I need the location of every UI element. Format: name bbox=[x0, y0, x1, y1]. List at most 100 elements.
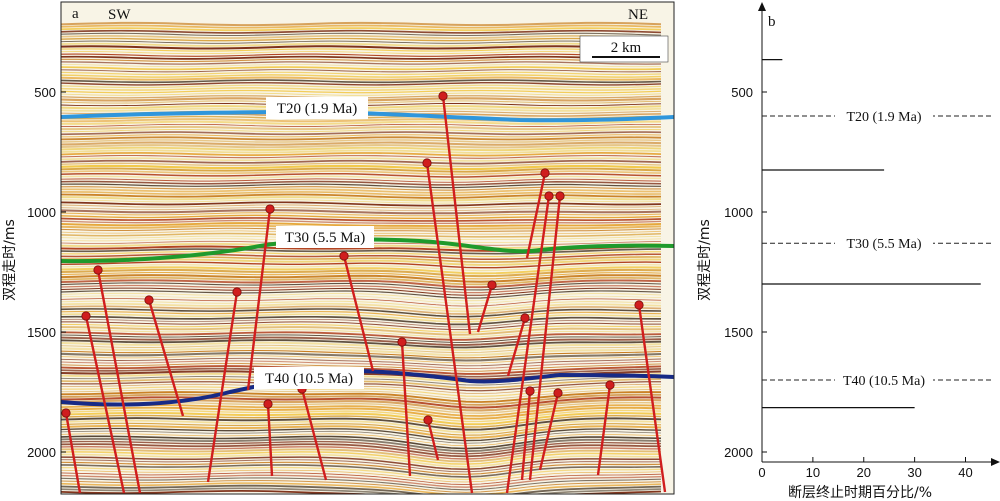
reflector bbox=[61, 45, 662, 50]
reflector bbox=[61, 292, 662, 302]
reflector bbox=[61, 406, 662, 420]
reflector bbox=[61, 349, 662, 359]
reflector bbox=[61, 437, 662, 453]
reflector bbox=[61, 474, 662, 488]
reflector bbox=[61, 51, 662, 55]
fault-tip-marker bbox=[634, 300, 644, 310]
reflector bbox=[61, 164, 662, 171]
a-y-tick: 500 bbox=[34, 85, 56, 100]
reflector bbox=[61, 149, 662, 154]
reflector bbox=[61, 37, 662, 42]
reflector bbox=[61, 154, 662, 159]
reflector bbox=[61, 74, 662, 78]
reflector bbox=[61, 81, 662, 86]
reflector bbox=[61, 253, 661, 261]
reflector bbox=[61, 40, 662, 44]
fault-tip-marker bbox=[605, 380, 615, 390]
b-y-ticks: 500 1000 1500 2000 bbox=[724, 85, 767, 460]
reflector bbox=[61, 141, 662, 146]
fault-line bbox=[425, 162, 474, 494]
reflector bbox=[61, 178, 662, 183]
reflector bbox=[61, 42, 662, 47]
reflector bbox=[61, 58, 662, 63]
reflector bbox=[61, 170, 662, 176]
reflector bbox=[61, 146, 662, 152]
horizon-lines bbox=[61, 109, 674, 407]
reflector bbox=[61, 66, 662, 71]
reflector bbox=[61, 87, 662, 91]
reflector bbox=[61, 212, 662, 217]
reflector bbox=[61, 487, 662, 494]
fault-tip-marker bbox=[232, 287, 242, 297]
reflector bbox=[61, 207, 662, 212]
seismic-section: 2 km a SW NE T20 (1.9 Ma) T30 (5.5 Ma) T… bbox=[2, 1, 675, 495]
reflector bbox=[61, 326, 662, 336]
fault-tip-marker bbox=[555, 191, 565, 201]
horizon-t20 bbox=[61, 109, 674, 123]
panel-a-label: a bbox=[72, 6, 79, 22]
reflector bbox=[61, 251, 662, 258]
reflector bbox=[61, 466, 662, 481]
horizon-label-t30: T30 (5.5 Ma) bbox=[276, 226, 374, 248]
reflector bbox=[61, 136, 662, 141]
b-y-tick-label: 500 bbox=[731, 85, 753, 100]
reflector bbox=[61, 469, 662, 483]
fault-line bbox=[206, 291, 239, 483]
reflector bbox=[61, 172, 662, 178]
reflector bbox=[61, 393, 662, 406]
fault-line bbox=[506, 317, 527, 377]
reflector bbox=[61, 440, 662, 455]
reflector bbox=[61, 125, 662, 131]
fault-line bbox=[147, 299, 185, 417]
reflector bbox=[61, 186, 661, 191]
fault-termination-chart: b 500 1000 1500 2000 0 10 20 30 40 T20 (1.9 Ma)… bbox=[697, 2, 1000, 501]
fault-tip-marker bbox=[265, 204, 275, 214]
b-x-axis-arrow bbox=[991, 458, 1000, 466]
reflector bbox=[61, 71, 662, 76]
b-y-tick-label: 2000 bbox=[724, 445, 753, 460]
horizon-label-t40: T40 (10.5 Ma) bbox=[254, 367, 364, 389]
reflector bbox=[61, 131, 662, 136]
reflector bbox=[61, 199, 662, 204]
reflector bbox=[61, 302, 662, 313]
a-y-tick: 1000 bbox=[27, 205, 56, 220]
reflector bbox=[61, 123, 661, 127]
reflector bbox=[61, 89, 662, 94]
reflector bbox=[61, 357, 662, 367]
svg-text:T20 (1.9 Ma): T20 (1.9 Ma) bbox=[277, 101, 357, 117]
reflector bbox=[61, 79, 662, 84]
b-reference-lines: T20 (1.9 Ma) T30 (5.5 Ma) T40 (10.5 Ma) bbox=[762, 107, 994, 389]
reflector bbox=[61, 214, 662, 220]
ne-direction-label: NE bbox=[628, 7, 648, 23]
reflector bbox=[61, 264, 662, 272]
reflector bbox=[61, 448, 662, 463]
b-reference-label: T30 (5.5 Ma) bbox=[846, 237, 921, 252]
reflector bbox=[61, 477, 662, 491]
reflector bbox=[61, 290, 662, 299]
fault-tip-marker bbox=[540, 168, 550, 178]
fault-line bbox=[528, 195, 562, 481]
reflector bbox=[61, 396, 662, 409]
reflector bbox=[61, 459, 662, 473]
reflector bbox=[61, 490, 662, 494]
reflector bbox=[61, 162, 662, 167]
b-y-axis-arrow bbox=[758, 2, 766, 11]
reflector bbox=[61, 414, 662, 428]
reflector bbox=[61, 282, 662, 291]
b-reference-label: T40 (10.5 Ma) bbox=[843, 374, 925, 389]
reflector bbox=[61, 55, 661, 60]
horizon-label-t20: T20 (1.9 Ma) bbox=[266, 97, 368, 119]
reflector bbox=[61, 310, 662, 320]
reflector bbox=[61, 129, 662, 133]
fault-line bbox=[300, 388, 328, 481]
reflector bbox=[61, 144, 662, 149]
b-x-tick-label: 10 bbox=[806, 465, 820, 480]
b-reference-label-bg bbox=[835, 371, 933, 389]
reflector bbox=[61, 331, 662, 341]
reflector bbox=[61, 21, 662, 27]
reflector bbox=[61, 84, 662, 89]
b-bars bbox=[762, 58, 981, 409]
b-x-tick-label: 0 bbox=[758, 465, 765, 480]
b-reference-label-bg bbox=[835, 107, 933, 125]
reflector bbox=[61, 69, 662, 73]
